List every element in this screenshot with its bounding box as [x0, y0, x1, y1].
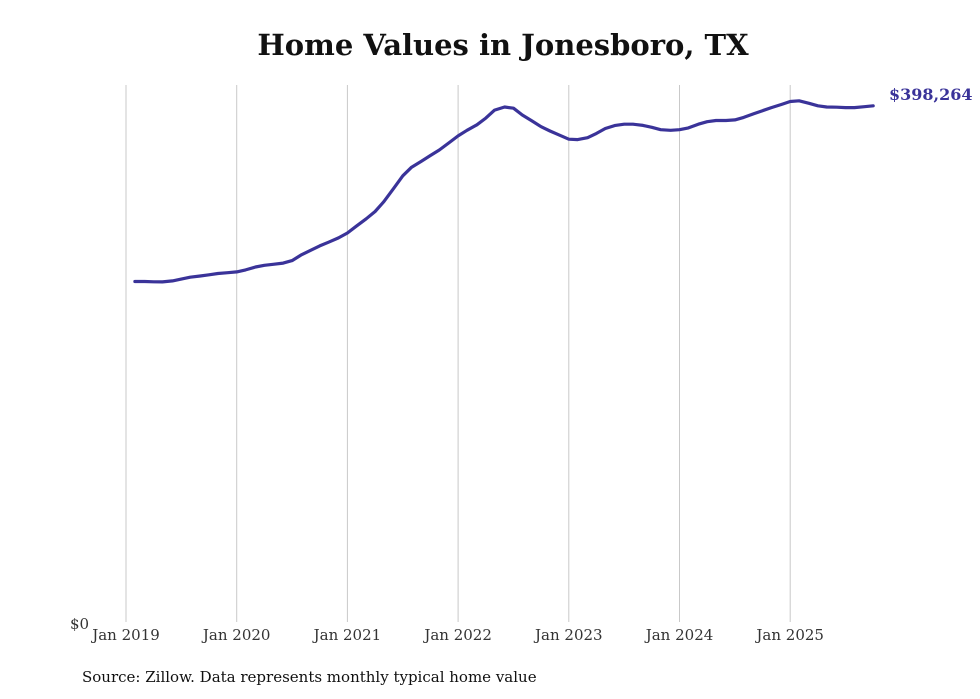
x-tick-label-5: Jan 2024: [644, 626, 714, 644]
chart-title: Home Values in Jonesboro, TX: [257, 28, 749, 62]
end-value-label: $398,264: [889, 85, 973, 104]
gridlines: [125, 85, 791, 622]
x-tick-label-0: Jan 2019: [90, 626, 160, 644]
home-value-line: [133, 99, 875, 284]
x-tick-label-3: Jan 2022: [422, 626, 492, 644]
x-axis-tick-labels: Jan 2019 Jan 2020 Jan 2021 Jan 2022 Jan 2023…: [90, 626, 824, 644]
y-axis-zero-label: $0: [70, 615, 89, 633]
x-tick-label-1: Jan 2020: [201, 626, 271, 644]
x-tick-label-4: Jan 2023: [533, 626, 603, 644]
x-tick-label-6: Jan 2025: [754, 626, 824, 644]
source-note: Source: Zillow. Data represents monthly …: [82, 668, 537, 686]
x-tick-label-2: Jan 2021: [312, 626, 382, 644]
